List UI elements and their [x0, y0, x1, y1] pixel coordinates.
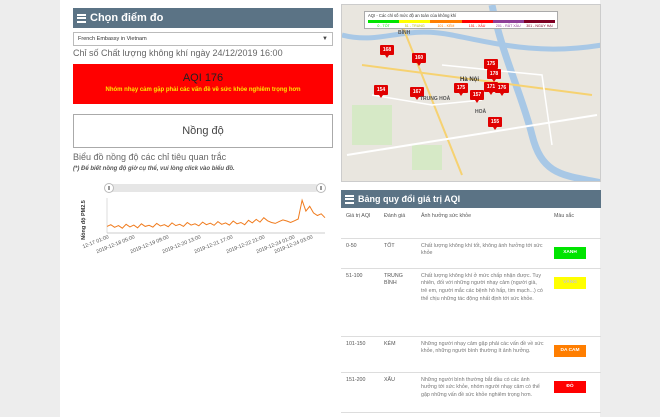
color-badge: VÀNG — [554, 276, 586, 289]
road — [401, 24, 463, 176]
station-select[interactable]: French Embassy in Vietnam ▼ — [73, 32, 333, 46]
chevron-down-icon: ▼ — [322, 36, 328, 42]
table-cell: TỐT — [379, 238, 416, 269]
column-header: Đánh giá — [379, 210, 416, 239]
legend-labels: 0 - TỐT 51 - TRUNG 101 - KÉM 151 - XẤU 201 -… — [368, 24, 555, 28]
legend-color-bars — [368, 20, 556, 23]
legend-swatch — [523, 20, 556, 23]
legend-swatch — [399, 20, 431, 23]
handle-grip-icon — [108, 186, 110, 190]
area-label: BÌNH — [398, 30, 411, 36]
road — [361, 64, 593, 96]
map-aqi-legend: AQI - Các chỉ số mức độ an toàn của khôn… — [364, 11, 558, 29]
table-row: 0-50 TỐT Chất lượng không khí tốt, không ả… — [341, 238, 601, 269]
red-river — [488, 5, 600, 181]
legend-label: 151 - XẤU — [468, 24, 486, 28]
chart-range-track[interactable] — [107, 184, 319, 192]
table-cell: Chất lượng không khí ở mức chấp nhận đượ… — [416, 268, 549, 337]
station-marker[interactable]: 160 — [412, 53, 426, 66]
station-marker[interactable]: 167 — [410, 87, 424, 100]
station-marker[interactable]: 175 — [484, 59, 498, 72]
aqi-table-title: Bảng quy đổi giá trị AQI — [358, 194, 461, 204]
road — [346, 114, 598, 156]
table-cell: Những người bình thường bắt đầu có các ả… — [416, 372, 549, 413]
table-cell: VÀNG — [549, 268, 601, 337]
table-cell: XANH — [549, 238, 601, 269]
column-header: Ảnh hưởng sức khỏe — [416, 210, 549, 239]
table-row: 151-200 XẤU Những người bình thường bắt đầ… — [341, 372, 601, 413]
table-header-row: Giá trị AQI Đánh giá Ảnh hưởng sức khỏe … — [341, 210, 601, 239]
table-cell: 0-50 — [341, 238, 379, 269]
road — [441, 64, 553, 146]
area-label: TRUNG HOÀ — [420, 96, 451, 102]
color-badge: ĐỎ — [554, 380, 586, 393]
aqi-message: Nhóm nhạy cảm gặp phải các vấn đề về sức… — [105, 87, 301, 93]
legend-label: 301 - NGUY HẠI — [526, 24, 553, 28]
legend-swatch — [461, 20, 493, 23]
table-row: 51-100 TRUNG BÌNH Chất lượng không khí ở m… — [341, 268, 601, 337]
table-cell: TRUNG BÌNH — [379, 268, 416, 337]
station-select-value: French Embassy in Vietnam — [78, 36, 147, 42]
pm25-series-line[interactable] — [106, 198, 326, 229]
table-cell: ĐỎ — [549, 372, 601, 413]
legend-swatch — [492, 20, 524, 23]
pm25-chart[interactable]: Nồng độ PM2.5 12-17 01:00 2019-12-18 05:0… — [73, 178, 333, 278]
legend-title: AQI - Các chỉ số mức độ an toàn của khôn… — [368, 13, 457, 18]
menu-icon — [345, 193, 354, 205]
chart-y-label: Nồng độ PM2.5 — [81, 200, 87, 240]
menu-icon — [77, 12, 86, 24]
park-area — [352, 105, 392, 145]
station-marker[interactable]: 157 — [470, 90, 484, 103]
table-cell: XẤU — [379, 372, 416, 413]
legend-label: 0 - TỐT — [377, 24, 390, 28]
concentration-button[interactable]: Nồng độ — [73, 114, 333, 148]
station-marker[interactable]: 171 — [484, 82, 498, 95]
station-marker[interactable]: 178 — [487, 69, 501, 82]
legend-label: 51 - TRUNG — [404, 24, 425, 28]
column-header: Giá trị AQI — [341, 210, 379, 239]
chart-hint: (*) Để biết nồng độ giờ cụ thể, vui lòng… — [73, 166, 235, 172]
column-header: Màu sắc — [549, 210, 601, 239]
table-cell: Chất lượng không khí tốt, không ảnh hưởn… — [416, 238, 549, 269]
table-cell: Những người nhạy cảm gặp phải các vấn đề… — [416, 336, 549, 373]
station-map[interactable]: AQI - Các chỉ số mức độ an toàn của khôn… — [341, 4, 601, 182]
legend-label: 201 - RẤT XẤU — [495, 24, 521, 28]
table-row: 101-150 KÉM Những người nhạy cảm gặp phải … — [341, 336, 601, 373]
aqi-date-text: Chỉ số Chất lượng không khí ngày 24/12/2… — [73, 48, 283, 58]
area-label: HOÀ — [475, 109, 487, 115]
aqi-table-header: Bảng quy đổi giá trị AQI — [341, 190, 601, 208]
handle-grip-icon — [320, 186, 322, 190]
aqi-conversion-table: Giá trị AQI Đánh giá Ảnh hưởng sức khỏe … — [341, 210, 601, 413]
legend-swatch — [368, 20, 400, 23]
color-badge: XANH — [554, 246, 586, 259]
road — [371, 94, 483, 106]
station-panel-header: Chọn điểm đo — [73, 8, 333, 28]
table-cell: 101-150 — [341, 336, 379, 373]
legend-swatch — [430, 20, 462, 23]
aqi-status-box: AQI 176 Nhóm nhạy cảm gặp phải các vấn đ… — [73, 64, 333, 104]
table-cell: KÉM — [379, 336, 416, 373]
river — [342, 29, 600, 52]
station-marker[interactable]: 154 — [374, 85, 388, 98]
station-panel-title: Chọn điểm đo — [90, 12, 164, 24]
aqi-value: AQI 176 — [182, 72, 224, 84]
city-label: Hà Nội — [460, 77, 480, 83]
station-marker[interactable]: 176 — [495, 83, 509, 96]
legend-label: 101 - KÉM — [437, 24, 455, 28]
table-cell: 151-200 — [341, 372, 379, 413]
color-badge: DA CAM — [554, 344, 586, 357]
concentration-label: Nồng độ — [182, 125, 224, 137]
station-marker[interactable]: 175 — [454, 83, 468, 96]
table-cell: 51-100 — [341, 268, 379, 337]
station-marker[interactable]: 168 — [380, 45, 394, 58]
park-area — [412, 145, 442, 170]
table-cell: DA CAM — [549, 336, 601, 373]
station-marker[interactable]: 155 — [488, 117, 502, 130]
chart-title: Biểu đồ nồng độ các chỉ tiêu quan trắc — [73, 152, 227, 162]
